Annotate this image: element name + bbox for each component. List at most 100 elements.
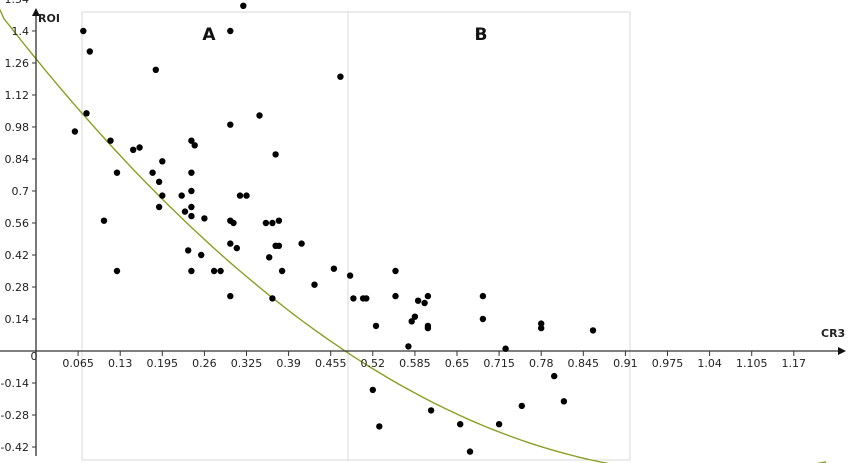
labels: ROI CR3 0 A B xyxy=(31,12,846,363)
x-tick-label: 0.52 xyxy=(361,357,386,370)
data-point xyxy=(188,212,195,220)
data-point xyxy=(408,318,415,325)
y-tick-label: 0.7 xyxy=(12,185,30,198)
x-tick-label: 0.78 xyxy=(529,357,554,370)
data-point xyxy=(256,112,263,119)
data-point xyxy=(350,295,357,302)
data-point xyxy=(191,142,198,149)
data-point xyxy=(275,217,283,224)
data-point xyxy=(80,27,87,35)
data-point xyxy=(405,343,412,350)
data-point xyxy=(330,265,338,272)
y-tick-label: 1.4 xyxy=(12,25,30,38)
tick-labels: 0.065 0.13 0.195 0.26 0.325 0.39 0.455 0.52 0.58… xyxy=(1,0,807,454)
data-point xyxy=(392,267,399,275)
data-point xyxy=(130,146,137,153)
data-point xyxy=(233,244,240,252)
data-point xyxy=(155,178,163,185)
data-point xyxy=(369,386,376,394)
x-tick-label: 0.26 xyxy=(192,357,217,370)
data-point xyxy=(188,267,195,275)
data-point xyxy=(159,158,166,165)
data-point xyxy=(266,254,273,261)
x-tick-label: 0.39 xyxy=(276,357,301,370)
data-point xyxy=(502,345,509,352)
x-tick-label: 0.975 xyxy=(652,357,684,370)
y-tick-label: 1.26 xyxy=(5,57,30,70)
data-point xyxy=(372,322,380,330)
data-point xyxy=(188,203,195,211)
data-point xyxy=(201,215,208,222)
data-point xyxy=(518,402,525,410)
data-point xyxy=(392,292,399,300)
x-tick-label: 0.845 xyxy=(568,357,600,370)
region-label-a: A xyxy=(202,25,216,45)
origin-label: 0 xyxy=(31,350,38,363)
data-point xyxy=(227,27,234,35)
data-point xyxy=(227,121,234,128)
axes xyxy=(0,8,846,456)
y-tick-label: -0.28 xyxy=(1,409,29,422)
data-point xyxy=(457,421,464,428)
data-point xyxy=(427,407,435,414)
y-tick-label: -0.42 xyxy=(1,441,29,454)
data-point xyxy=(538,320,545,327)
data-points xyxy=(71,2,597,455)
data-point xyxy=(424,292,432,300)
x-tick-label: 0.195 xyxy=(147,357,179,370)
data-point xyxy=(551,372,558,380)
data-point xyxy=(495,421,503,428)
data-point xyxy=(217,267,224,275)
data-point xyxy=(227,292,234,300)
x-tick-label: 0.325 xyxy=(231,357,263,370)
data-point xyxy=(188,169,195,176)
data-point xyxy=(479,315,487,323)
data-point xyxy=(411,313,419,320)
data-point xyxy=(227,240,234,247)
data-point xyxy=(71,128,79,135)
data-point xyxy=(376,423,383,430)
data-point xyxy=(479,292,487,300)
x-axis-title: CR3 xyxy=(821,327,845,340)
y-tick-label: 1.12 xyxy=(5,89,30,102)
data-point xyxy=(152,66,159,74)
trendline-layer xyxy=(0,9,827,463)
data-point xyxy=(262,219,270,227)
y-axis-arrow xyxy=(32,8,40,16)
x-tick-label: 0.585 xyxy=(399,357,431,370)
x-axis-arrow xyxy=(838,347,846,355)
data-point xyxy=(424,324,432,332)
data-point xyxy=(243,192,250,199)
data-point xyxy=(560,398,568,405)
data-point xyxy=(269,219,276,227)
y-tick-label: 0.98 xyxy=(5,121,30,134)
data-point xyxy=(185,247,192,254)
x-tick-label: 0.455 xyxy=(315,357,347,370)
data-point xyxy=(198,251,205,259)
x-tick-label: 0.13 xyxy=(108,357,133,370)
data-point xyxy=(275,242,283,249)
data-point xyxy=(149,169,156,176)
data-point xyxy=(466,448,474,455)
data-point xyxy=(311,281,318,288)
trendline-curve xyxy=(0,9,827,463)
data-point xyxy=(589,327,597,334)
y-tick-label: 1.54 xyxy=(5,0,30,6)
data-point xyxy=(538,324,545,332)
data-point xyxy=(86,48,94,55)
y-tick-label: 0.14 xyxy=(5,313,30,326)
data-point xyxy=(155,203,163,211)
data-point xyxy=(240,2,247,9)
data-point xyxy=(188,137,195,144)
data-point xyxy=(181,208,189,215)
y-tick-label: -0.14 xyxy=(1,377,29,390)
data-point xyxy=(83,110,90,117)
data-point xyxy=(188,187,195,195)
region-label-b: B xyxy=(475,25,488,45)
x-tick-label: 0.065 xyxy=(62,357,94,370)
data-point xyxy=(100,217,108,224)
region-frame xyxy=(81,11,631,461)
data-point xyxy=(113,169,121,176)
x-tick-label: 1.04 xyxy=(697,357,722,370)
